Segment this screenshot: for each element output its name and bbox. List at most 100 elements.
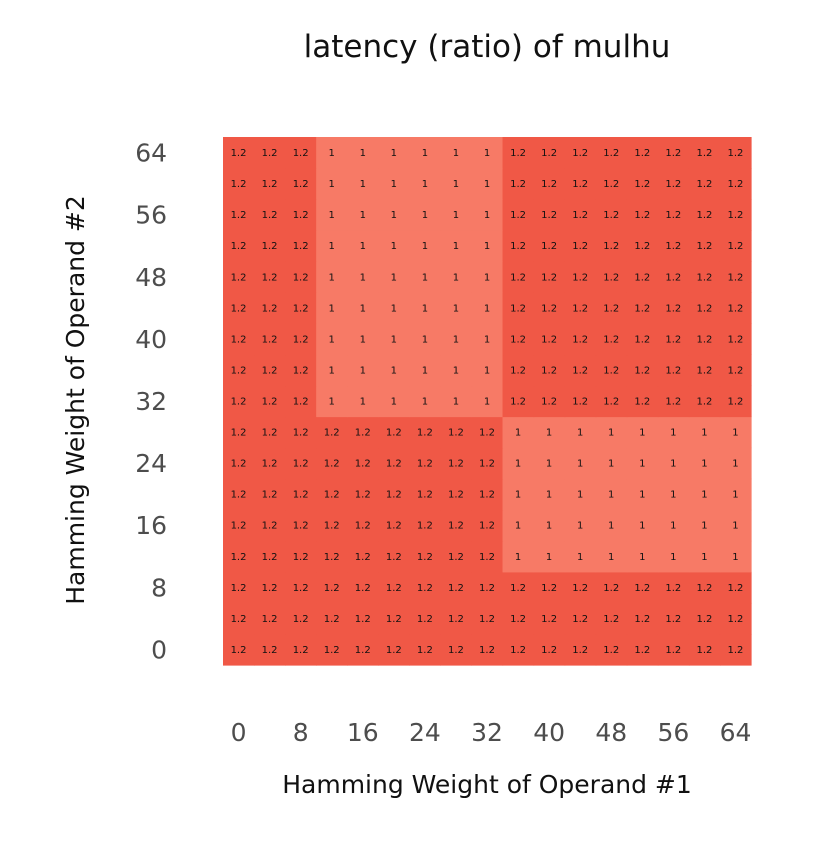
cell-value-label: 1.2 [634, 334, 650, 345]
heatmap-cell [626, 385, 659, 418]
cell-value-label: 1.2 [665, 614, 681, 625]
cell-value-label: 1.2 [696, 210, 712, 221]
heatmap-cell [688, 447, 721, 480]
heatmap-cell [285, 571, 317, 604]
cell-value-label: 1.2 [541, 645, 557, 656]
cell-value-label: 1.2 [293, 272, 309, 283]
heatmap-cell [440, 199, 473, 231]
cell-value-label: 1.2 [572, 614, 588, 625]
cell-value-label: 1.2 [665, 645, 681, 656]
heatmap-cell [533, 478, 566, 511]
heatmap-cell [316, 137, 348, 169]
cell-value-label: 1 [484, 303, 490, 314]
cell-value-label: 1.2 [728, 241, 744, 252]
heatmap-cell [347, 354, 379, 387]
cell-value-label: 1 [484, 179, 490, 190]
heatmap-cell [564, 416, 597, 449]
heatmap-cell [440, 230, 473, 262]
cell-value-label: 1.2 [696, 583, 712, 594]
cell-value-label: 1 [608, 428, 614, 439]
cell-value-label: 1.2 [728, 645, 744, 656]
cell-value-label: 1 [546, 490, 552, 501]
heatmap-cell [254, 602, 286, 635]
cell-value-label: 1 [608, 521, 614, 532]
heatmap-cell [347, 168, 379, 200]
heatmap-cell [533, 416, 566, 449]
heatmap-cell [223, 323, 255, 356]
heatmap-cell [595, 478, 628, 511]
cell-value-label: 1 [577, 552, 583, 563]
heatmap-cell [564, 478, 597, 511]
cell-value-label: 1.2 [572, 365, 588, 376]
cell-value-label: 1 [670, 459, 676, 470]
cell-value-label: 1 [329, 241, 335, 252]
cell-value-label: 1.2 [479, 614, 495, 625]
cell-value-label: 1.2 [665, 241, 681, 252]
cell-value-label: 1.2 [479, 521, 495, 532]
heatmap-cell [285, 602, 317, 635]
cell-value-label: 1 [639, 552, 645, 563]
cell-value-label: 1.2 [355, 645, 371, 656]
cell-value-label: 1.2 [324, 459, 340, 470]
heatmap-cell [223, 137, 255, 169]
heatmap-cell [595, 137, 628, 169]
cell-value-label: 1.2 [293, 521, 309, 532]
cell-value-label: 1.2 [262, 428, 278, 439]
cell-value-label: 1.2 [728, 583, 744, 594]
cell-value-label: 1 [546, 552, 552, 563]
heatmap-cell [285, 261, 317, 293]
cell-value-label: 1.2 [293, 428, 309, 439]
heatmap-cell [626, 447, 659, 480]
cell-value-label: 1.2 [541, 397, 557, 408]
cell-value-label: 1.2 [665, 303, 681, 314]
cell-value-label: 1.2 [603, 334, 619, 345]
heatmap-cell [533, 633, 566, 666]
cell-value-label: 1 [422, 334, 428, 345]
cell-value-label: 1.2 [417, 583, 433, 594]
heatmap-cell [595, 230, 628, 262]
cell-value-label: 1.2 [231, 614, 247, 625]
cell-value-label: 1.2 [603, 148, 619, 159]
heatmap-cell [564, 199, 597, 231]
cell-value-label: 1.2 [541, 334, 557, 345]
cell-value-label: 1 [422, 179, 428, 190]
cell-value-label: 1.2 [448, 428, 464, 439]
heatmap-cell [440, 385, 473, 418]
heatmap-cell [595, 385, 628, 418]
heatmap-cell [502, 540, 535, 573]
heatmap-cell [657, 571, 690, 604]
cell-value-label: 1 [515, 459, 521, 470]
y-tick-label: 40 [135, 325, 167, 354]
cell-value-label: 1.2 [634, 583, 650, 594]
heatmap-cell [440, 571, 473, 604]
heatmap-cell [471, 137, 504, 169]
cell-value-label: 1 [391, 272, 397, 283]
heatmap-cell [254, 354, 286, 387]
heatmap-cell [657, 261, 690, 293]
cell-value-label: 1 [360, 210, 366, 221]
cell-value-label: 1.2 [665, 334, 681, 345]
heatmap-cell [347, 540, 379, 573]
cell-value-label: 1 [701, 428, 707, 439]
cell-value-label: 1.2 [696, 303, 712, 314]
cell-value-label: 1.2 [293, 210, 309, 221]
cell-value-label: 1.2 [293, 552, 309, 563]
heatmap-cell [688, 168, 721, 200]
cell-value-label: 1.2 [355, 428, 371, 439]
heatmap-cell [409, 137, 442, 169]
heatmap-cell [347, 571, 379, 604]
cell-value-label: 1.2 [417, 459, 433, 470]
cell-value-label: 1.2 [603, 272, 619, 283]
heatmap-cell [688, 385, 721, 418]
cell-value-label: 1.2 [510, 583, 526, 594]
cell-value-label: 1.2 [324, 645, 340, 656]
heatmap-cell [223, 602, 255, 635]
cell-value-label: 1 [732, 428, 738, 439]
heatmap-cell [719, 199, 752, 231]
heatmap-cell [378, 199, 410, 231]
heatmap-cell [316, 540, 348, 573]
cell-value-label: 1 [391, 397, 397, 408]
heatmap-cell [347, 292, 379, 324]
heatmap-cell [719, 323, 752, 356]
y-tick-label: 56 [135, 201, 167, 230]
